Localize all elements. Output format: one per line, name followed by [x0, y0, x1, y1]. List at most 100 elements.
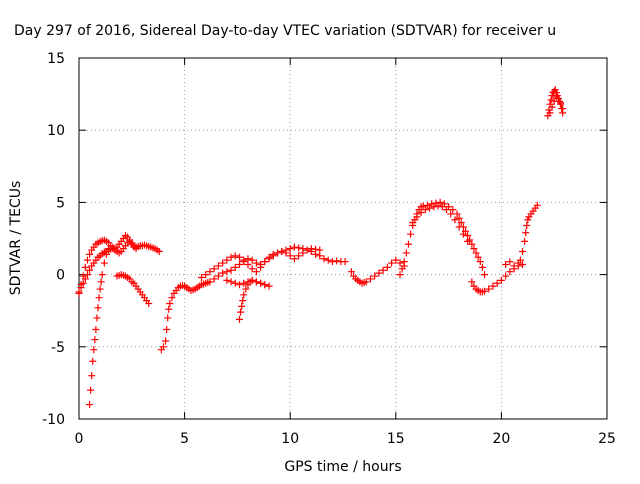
data-point [362, 278, 370, 286]
data-point [227, 266, 235, 274]
data-point [438, 203, 446, 211]
data-point [430, 203, 438, 211]
data-point [105, 245, 113, 253]
data-point [155, 247, 163, 255]
x-tick-label: 5 [180, 431, 189, 447]
data-point [166, 299, 174, 307]
data-point [502, 272, 510, 280]
data-point [510, 262, 518, 270]
data-point [474, 253, 482, 261]
data-point [299, 249, 307, 257]
data-point [168, 294, 176, 302]
data-point [77, 284, 85, 292]
data-point [379, 266, 387, 274]
data-point [240, 291, 248, 299]
data-point [96, 285, 104, 293]
data-point [404, 240, 412, 248]
data-point [546, 109, 554, 117]
data-point [493, 279, 501, 287]
data-point [202, 271, 210, 279]
data-point [502, 260, 510, 268]
data-point [163, 325, 171, 333]
data-point [227, 253, 235, 261]
data-point [89, 357, 97, 365]
y-axis-label: SDTVAR / TECUs [8, 181, 24, 296]
data-point [533, 201, 541, 209]
data-point [159, 343, 167, 351]
data-point [261, 258, 269, 266]
data-point [236, 281, 244, 289]
data-point [402, 249, 410, 257]
data-point [341, 258, 349, 266]
data-point [214, 272, 222, 280]
data-point [162, 337, 170, 345]
data-point [455, 223, 463, 231]
data-point [554, 94, 562, 102]
data-point [248, 256, 256, 264]
data-point [90, 346, 98, 354]
data-point [371, 272, 379, 280]
data-point [497, 276, 505, 284]
data-point [164, 314, 172, 322]
data-point [307, 245, 315, 253]
data-point [91, 336, 99, 344]
data-point [231, 279, 239, 287]
data-point [269, 250, 277, 258]
data-point [347, 268, 355, 276]
data-point [214, 262, 222, 270]
data-point [219, 269, 227, 277]
data-point [312, 245, 320, 253]
data-point [242, 285, 250, 293]
data-point [455, 214, 463, 222]
data-point [132, 245, 140, 253]
data-point [506, 268, 514, 276]
data-point [476, 258, 484, 266]
data-point [86, 250, 94, 258]
data-point [398, 265, 406, 273]
data-point [252, 278, 260, 286]
data-point [265, 282, 273, 290]
data-point [237, 308, 245, 316]
data-point [282, 249, 290, 257]
data-point [506, 258, 514, 266]
data-point [231, 252, 239, 260]
data-point [383, 263, 391, 271]
data-point [261, 281, 269, 289]
data-point [333, 257, 341, 265]
data-point [557, 99, 565, 107]
chart-title: Day 297 of 2016, Sidereal Day-to-day VTE… [14, 23, 556, 39]
x-tick-label: 0 [75, 431, 84, 447]
data-point [436, 198, 444, 206]
y-tick-label: 0 [56, 268, 65, 284]
data-point [375, 269, 383, 277]
data-point [197, 273, 205, 281]
data-point [87, 386, 95, 394]
data-point [286, 245, 294, 253]
y-tick-label: 5 [56, 195, 65, 211]
y-tick-label: -10 [42, 412, 65, 428]
data-point [95, 294, 103, 302]
data-point [459, 230, 467, 238]
data-point [366, 275, 374, 283]
data-point [238, 302, 246, 310]
data-point [316, 246, 324, 254]
x-tick-label: 15 [387, 431, 405, 447]
data-point [303, 246, 311, 254]
data-point [451, 216, 459, 224]
data-point [206, 278, 214, 286]
x-tick-label: 10 [281, 431, 299, 447]
data-point [468, 278, 476, 286]
data-point [244, 260, 252, 268]
data-point [481, 271, 489, 279]
data-point [522, 229, 530, 237]
data-point [407, 230, 415, 238]
plot-frame [78, 57, 608, 420]
data-point [392, 256, 400, 264]
axis-ticks: 0 5 10 15 20 25 -10 -5 0 5 10 15 [42, 51, 616, 447]
data-point [83, 256, 91, 264]
data-point [453, 210, 461, 218]
data-point [426, 204, 434, 212]
data-point [257, 263, 265, 271]
